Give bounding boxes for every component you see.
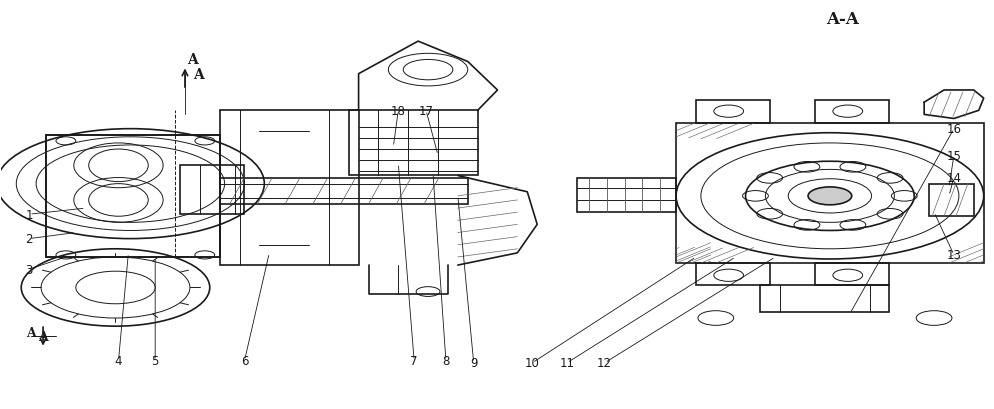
Text: A: A	[193, 67, 204, 81]
Bar	[814, 101, 889, 123]
Bar	[695, 101, 769, 123]
Text: A: A	[187, 53, 198, 67]
Bar	[928, 184, 973, 217]
Text: 2: 2	[26, 233, 33, 245]
Text: 17: 17	[418, 105, 433, 117]
Text: 10: 10	[524, 357, 539, 369]
Text: A-A: A-A	[826, 11, 859, 28]
Bar	[46, 135, 220, 257]
Bar	[759, 286, 889, 312]
Bar	[180, 166, 245, 215]
Text: 13: 13	[945, 249, 960, 262]
Bar	[695, 263, 769, 286]
Text: 4: 4	[114, 355, 122, 367]
Bar	[814, 263, 889, 286]
Bar	[220, 178, 467, 204]
Text: 3: 3	[26, 263, 33, 276]
Text: 16: 16	[945, 123, 960, 136]
Text: 12: 12	[596, 357, 611, 369]
Bar	[577, 178, 675, 213]
Bar	[46, 135, 220, 257]
Text: 1: 1	[26, 208, 33, 221]
Text: 11: 11	[559, 357, 574, 369]
Text: 6: 6	[241, 355, 248, 367]
Circle shape	[807, 187, 851, 205]
Text: 9: 9	[469, 357, 477, 369]
Text: A: A	[26, 326, 36, 339]
Text: 15: 15	[945, 149, 960, 162]
Text: 18: 18	[391, 105, 406, 117]
Text: 5: 5	[151, 355, 159, 367]
Bar	[675, 123, 983, 263]
Text: A: A	[38, 330, 48, 343]
Bar	[348, 111, 477, 176]
Text: 8: 8	[441, 355, 449, 367]
Bar	[220, 111, 358, 265]
Text: 7: 7	[410, 355, 417, 367]
Text: 14: 14	[945, 172, 960, 184]
